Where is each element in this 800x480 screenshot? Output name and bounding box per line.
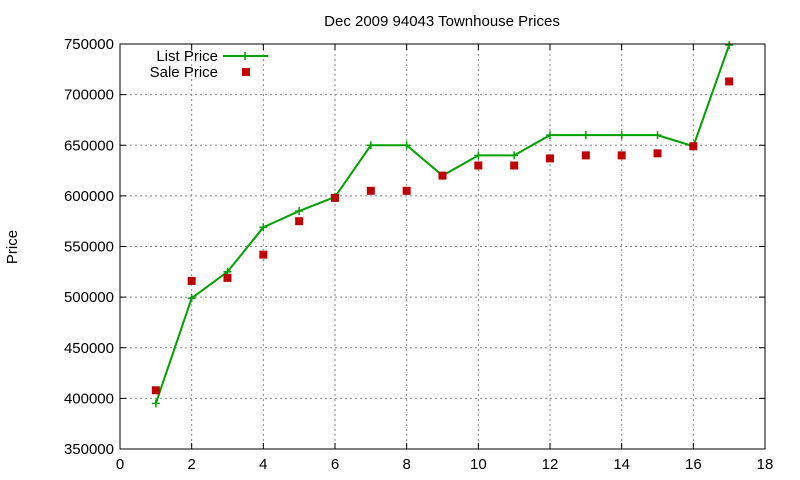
list-price-point (510, 151, 519, 160)
x-tick-label: 18 (757, 456, 774, 473)
legend-label-sale-price: Sale Price (150, 64, 218, 81)
y-tick-label: 750000 (64, 36, 114, 53)
list-price-point (617, 131, 626, 140)
sale-price-point (581, 151, 590, 160)
axis-layer: 0 2 4 6 8 10 12 14 16 18 350000 400000 450000 500000 5… (64, 36, 773, 473)
y-tick-label: 400000 (64, 390, 114, 407)
y-tick-label: 450000 (64, 340, 114, 357)
x-tick-label: 6 (331, 456, 339, 473)
list-price-point (259, 223, 268, 232)
x-tick-label: 0 (116, 456, 124, 473)
sale-price-point (151, 386, 160, 395)
y-tick-label: 500000 (64, 289, 114, 306)
sale-price-point (223, 273, 232, 282)
sale-price-point (438, 171, 447, 180)
sale-price-point (366, 186, 375, 195)
y-tick-label: 550000 (64, 239, 114, 256)
x-tick-label: 10 (470, 456, 487, 473)
list-price-point (581, 131, 590, 140)
sale-price-point (402, 186, 411, 195)
sale-price-point (617, 151, 626, 160)
x-tick-label: 12 (542, 456, 559, 473)
x-tick-label: 4 (259, 456, 267, 473)
list-price-point (725, 41, 734, 50)
y-tick-label: 600000 (64, 188, 114, 205)
x-tick-label: 8 (402, 456, 410, 473)
list-price-point (366, 141, 375, 150)
sale-price-point (295, 217, 304, 226)
sale-price-point (725, 77, 734, 86)
sale-price-point (474, 161, 483, 170)
legend: List Price Sale Price (150, 48, 268, 81)
sale-price-point (187, 276, 196, 285)
list-price-point (474, 151, 483, 160)
y-tick-label: 350000 (64, 441, 114, 458)
list-price-line (154, 44, 731, 404)
sale-price-point (653, 149, 662, 158)
x-tick-label: 14 (613, 456, 630, 473)
legend-marker-sale-price (242, 68, 250, 76)
legend-marker-list-price (241, 52, 249, 60)
sale-price-point (510, 161, 519, 170)
x-tick-label: 2 (187, 456, 195, 473)
y-tick-label: 700000 (64, 87, 114, 104)
list-price-point (402, 141, 411, 150)
legend-label-list-price: List Price (156, 48, 218, 65)
x-tick-label: 16 (685, 456, 702, 473)
list-price-point (151, 399, 160, 408)
sale-price-point (689, 142, 698, 151)
series-layer (151, 41, 734, 408)
sale-price-point (259, 250, 268, 259)
sale-price-point (331, 193, 339, 202)
sale-price-point (546, 154, 554, 163)
y-tick-label: 650000 (64, 137, 114, 154)
chart-title: Dec 2009 94043 Townhouse Prices (324, 13, 560, 30)
list-price-point (546, 131, 554, 140)
list-price-point (295, 207, 304, 216)
grid-lines (120, 44, 765, 449)
list-price-point (187, 294, 196, 303)
y-axis-label: Price (4, 230, 21, 264)
list-price-point (653, 131, 662, 140)
